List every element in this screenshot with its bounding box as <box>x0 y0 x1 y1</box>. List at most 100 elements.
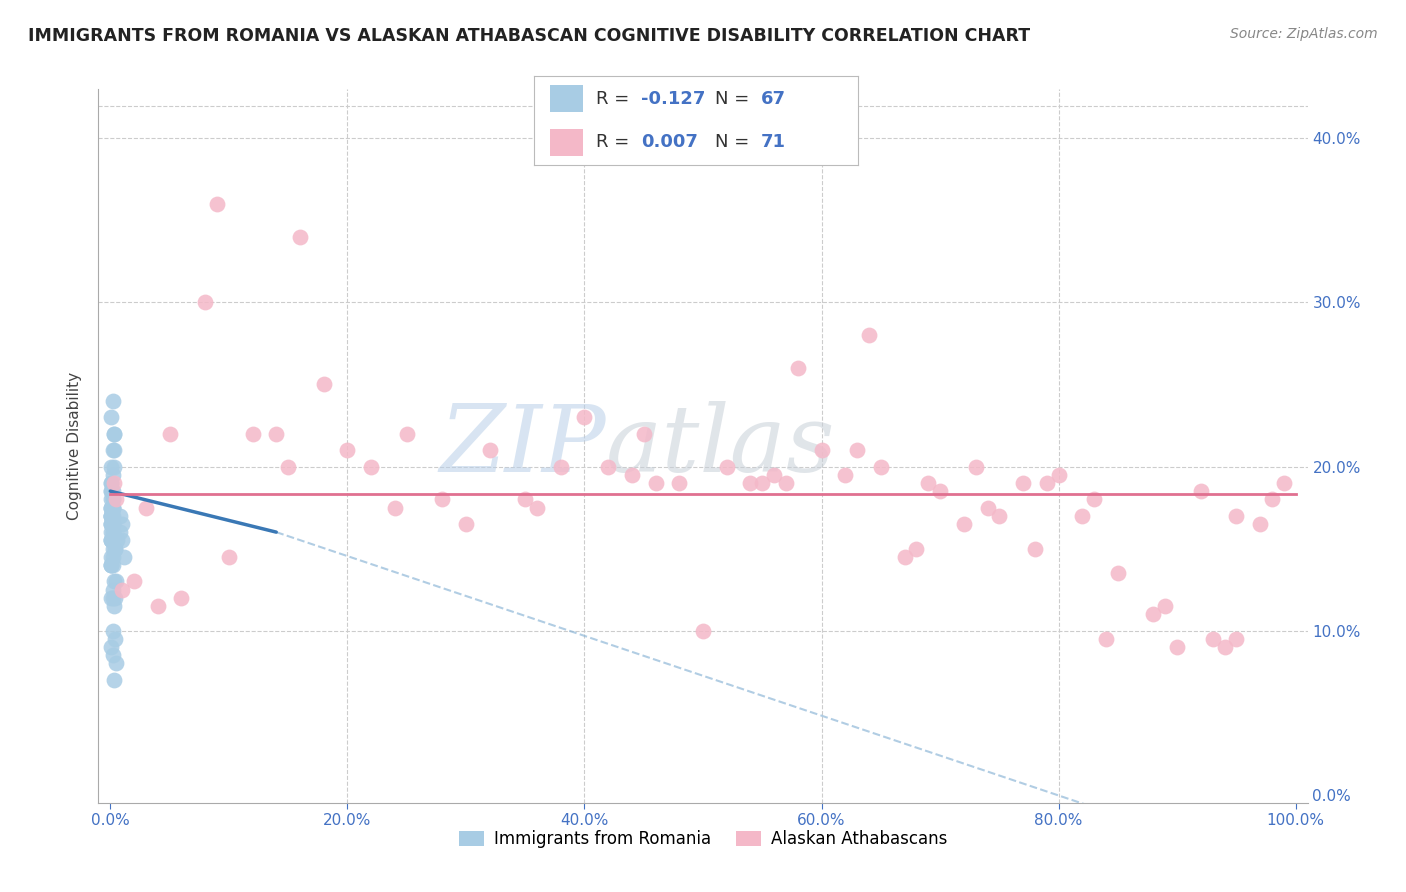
Text: ZIP: ZIP <box>440 401 606 491</box>
Point <box>869 459 891 474</box>
Point <box>170 591 193 605</box>
Text: 67: 67 <box>761 89 786 108</box>
Point <box>976 500 998 515</box>
Point <box>105 492 128 507</box>
Text: IMMIGRANTS FROM ROMANIA VS ALASKAN ATHABASCAN COGNITIVE DISABILITY CORRELATION C: IMMIGRANTS FROM ROMANIA VS ALASKAN ATHAB… <box>28 27 1031 45</box>
Point <box>1272 475 1295 490</box>
Point <box>101 582 124 597</box>
Point <box>114 549 136 564</box>
Point <box>101 484 124 499</box>
Point <box>716 459 738 474</box>
Point <box>103 673 125 687</box>
Point <box>101 525 124 540</box>
Point <box>242 426 264 441</box>
Point <box>100 516 122 531</box>
Point <box>432 492 454 507</box>
Point <box>111 533 134 548</box>
Point <box>101 591 124 605</box>
Point <box>103 426 125 441</box>
Point <box>205 197 228 211</box>
Point <box>100 533 122 548</box>
Point <box>810 443 832 458</box>
Point <box>111 582 134 597</box>
Point <box>454 516 477 531</box>
Point <box>1012 475 1035 490</box>
Point <box>101 624 124 638</box>
Point <box>101 492 124 507</box>
Point <box>633 426 655 441</box>
Point <box>101 516 124 531</box>
Point <box>100 533 122 548</box>
Point <box>965 459 987 474</box>
Point <box>1071 508 1094 523</box>
Point <box>668 475 690 490</box>
Point <box>100 508 122 523</box>
Point <box>574 410 596 425</box>
Point <box>1107 566 1129 581</box>
Point <box>1047 467 1070 482</box>
Point <box>751 475 773 490</box>
Point <box>103 574 125 589</box>
Point <box>100 484 122 499</box>
Point <box>103 426 125 441</box>
Point <box>100 475 122 490</box>
Point <box>740 475 762 490</box>
Point <box>100 475 122 490</box>
Point <box>100 484 122 499</box>
Point <box>515 492 537 507</box>
Point <box>100 558 122 572</box>
Point <box>692 624 714 638</box>
Point <box>1261 492 1284 507</box>
Point <box>100 533 122 548</box>
Point <box>101 467 124 482</box>
Point <box>100 508 122 523</box>
Point <box>104 591 127 605</box>
Point <box>929 484 952 499</box>
Point <box>478 443 501 458</box>
Point <box>905 541 928 556</box>
Point <box>360 459 382 474</box>
Point <box>1154 599 1177 613</box>
Text: R =: R = <box>596 133 634 152</box>
Point <box>100 492 122 507</box>
Point <box>1083 492 1105 507</box>
Point <box>105 574 128 589</box>
Point <box>598 459 620 474</box>
Point <box>101 558 124 572</box>
Text: atlas: atlas <box>606 401 835 491</box>
Point <box>218 549 240 564</box>
Point <box>100 410 122 425</box>
Point <box>159 426 181 441</box>
Point <box>101 549 124 564</box>
Point <box>105 657 128 671</box>
Point <box>834 467 856 482</box>
Text: N =: N = <box>716 133 755 152</box>
Point <box>101 508 124 523</box>
Point <box>101 541 124 556</box>
Text: -0.127: -0.127 <box>641 89 706 108</box>
Point <box>100 500 122 515</box>
Text: R =: R = <box>596 89 634 108</box>
Point <box>105 533 128 548</box>
Point <box>763 467 786 482</box>
Point <box>100 640 122 654</box>
Point <box>100 591 122 605</box>
Point <box>395 426 418 441</box>
Point <box>550 459 572 474</box>
Point <box>336 443 359 458</box>
Point <box>1024 541 1046 556</box>
Point <box>100 508 122 523</box>
Point <box>108 525 131 540</box>
Point <box>100 500 122 515</box>
Point <box>101 648 124 662</box>
FancyBboxPatch shape <box>550 129 583 156</box>
Point <box>1095 632 1118 646</box>
Point <box>100 516 122 531</box>
Point <box>111 516 134 531</box>
Point <box>101 500 124 515</box>
Point <box>103 443 125 458</box>
Point <box>104 541 127 556</box>
Point <box>101 516 124 531</box>
Text: 0.007: 0.007 <box>641 133 697 152</box>
Point <box>384 500 406 515</box>
